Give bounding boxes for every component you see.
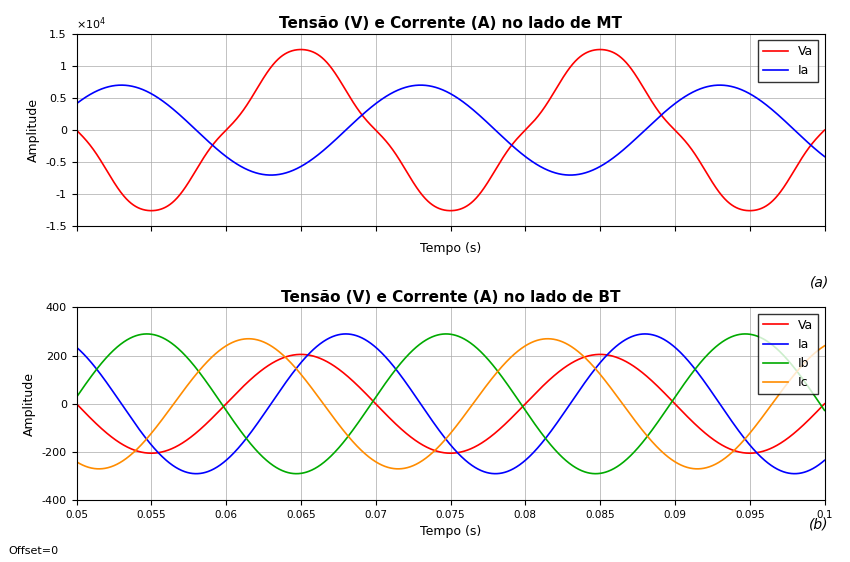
Va — [798, 422, 808, 429]
Title: Tensão (V) e Corrente (A) no lado de MT: Tensão (V) e Corrente (A) no lado de MT — [279, 16, 622, 31]
Legend: Va, Ia, Ib, Ic: Va, Ia, Ib, Ic — [758, 314, 819, 395]
Va — [71, 126, 82, 133]
Ib — [819, 407, 830, 414]
Ib — [798, 376, 808, 383]
Va — [110, 180, 120, 187]
Ib — [292, 470, 302, 477]
Line: Ia: Ia — [76, 334, 824, 474]
Va — [436, 206, 446, 212]
Ic — [798, 361, 808, 368]
Va — [296, 351, 306, 358]
Ib — [798, 377, 808, 383]
Ib — [142, 330, 152, 337]
Ia — [110, 391, 120, 397]
Ia — [71, 344, 82, 351]
Ic — [71, 459, 82, 465]
Va — [661, 117, 672, 124]
Text: $\times10^4$: $\times10^4$ — [76, 15, 106, 32]
Ia — [819, 457, 830, 464]
Ia — [71, 100, 82, 107]
Ic — [244, 336, 254, 342]
Ia — [110, 82, 120, 89]
Ia — [266, 172, 276, 179]
Ic — [798, 361, 808, 368]
Va — [71, 401, 82, 407]
Ia — [798, 469, 808, 476]
Ib — [661, 406, 672, 413]
Ic — [416, 458, 426, 465]
Va — [296, 46, 306, 53]
Ib — [436, 331, 446, 338]
Ia — [819, 153, 830, 160]
Ic — [819, 342, 830, 349]
Ia — [416, 81, 426, 88]
Legend: Va, Ia: Va, Ia — [758, 40, 819, 82]
Va — [798, 152, 808, 159]
Ia — [798, 469, 808, 476]
Line: Ic: Ic — [76, 339, 824, 469]
Va — [146, 450, 156, 456]
Ia — [660, 337, 671, 344]
Text: (b): (b) — [809, 517, 829, 531]
Line: Ib: Ib — [76, 334, 824, 474]
Line: Va: Va — [76, 355, 824, 453]
Ic — [436, 441, 446, 448]
Ib — [71, 394, 82, 401]
Ib — [110, 346, 120, 352]
Ic — [661, 452, 672, 459]
Title: Tensão (V) e Corrente (A) no lado de BT: Tensão (V) e Corrente (A) no lado de BT — [280, 290, 620, 305]
Ia — [798, 135, 808, 142]
Ia — [790, 470, 800, 477]
X-axis label: Tempo (s): Tempo (s) — [420, 525, 481, 538]
Ic — [94, 465, 104, 472]
Text: (a): (a) — [809, 275, 829, 289]
Y-axis label: Amplitude: Amplitude — [23, 372, 36, 436]
Va — [110, 436, 120, 443]
Va — [798, 422, 808, 428]
Y-axis label: Amplitude: Amplitude — [26, 98, 40, 162]
Va — [819, 401, 830, 407]
Ia — [416, 400, 426, 407]
Ia — [798, 135, 808, 142]
Ic — [110, 462, 120, 469]
Va — [436, 449, 446, 456]
Ia — [640, 330, 650, 337]
Va — [661, 392, 672, 398]
Line: Va: Va — [76, 49, 824, 211]
Line: Ia: Ia — [76, 85, 824, 175]
Ib — [416, 340, 426, 347]
Va — [416, 441, 426, 447]
Va — [416, 191, 426, 197]
Ia — [435, 428, 445, 435]
Ia — [661, 107, 672, 114]
Ia — [116, 81, 127, 88]
Va — [798, 153, 808, 160]
Ia — [436, 86, 446, 93]
Va — [146, 207, 156, 214]
Va — [819, 126, 830, 133]
Text: Offset=0: Offset=0 — [8, 546, 59, 556]
X-axis label: Tempo (s): Tempo (s) — [420, 242, 481, 255]
